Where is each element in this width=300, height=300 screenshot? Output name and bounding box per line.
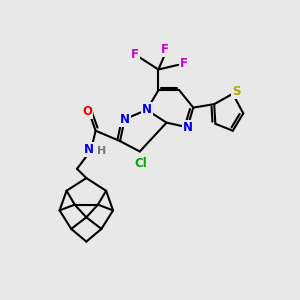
Text: O: O — [82, 105, 92, 118]
Text: S: S — [232, 85, 241, 98]
Text: H: H — [97, 146, 106, 157]
Text: N: N — [142, 103, 152, 116]
Text: N: N — [182, 121, 193, 134]
Text: N: N — [120, 113, 130, 126]
Text: Cl: Cl — [135, 157, 147, 169]
Text: F: F — [131, 48, 139, 61]
Text: N: N — [84, 143, 94, 156]
Text: F: F — [161, 44, 169, 56]
Text: F: F — [180, 57, 188, 70]
